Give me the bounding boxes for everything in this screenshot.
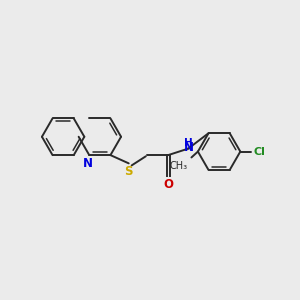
Text: CH₃: CH₃ (170, 161, 188, 171)
Text: N: N (83, 158, 93, 170)
Text: Cl: Cl (253, 147, 265, 157)
Text: N: N (184, 141, 194, 154)
Text: S: S (124, 164, 133, 178)
Text: H: H (184, 138, 193, 148)
Text: O: O (163, 178, 173, 191)
